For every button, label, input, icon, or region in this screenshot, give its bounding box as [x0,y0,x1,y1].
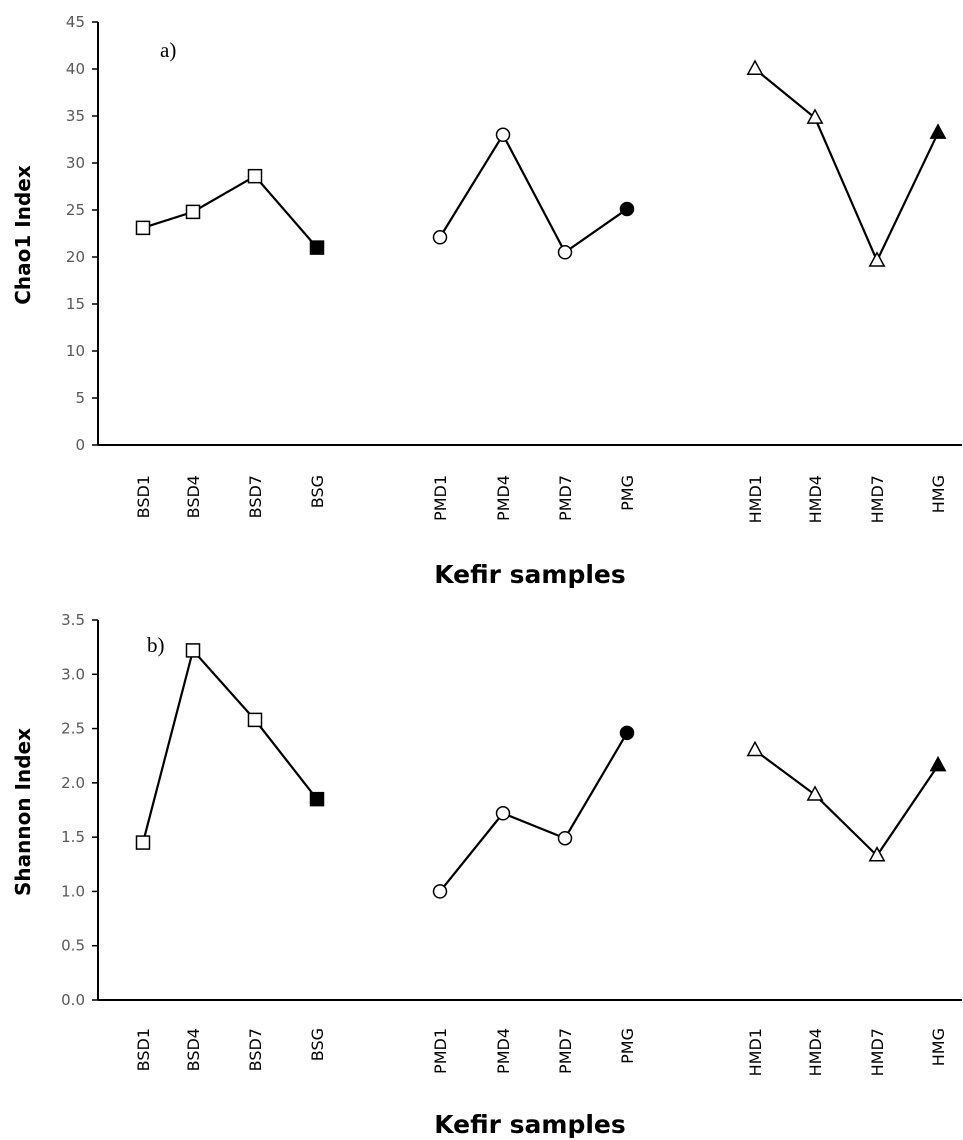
data-point-pmd7 [557,830,573,846]
x-tick-label: BSG [308,1028,327,1061]
x-tick-label: HMD1 [746,1028,765,1076]
y-tick-label: 20 [66,248,85,266]
y-tick-label: 3.5 [61,611,85,629]
x-tick-label: HMD7 [868,1028,887,1076]
y-tick-label: 10 [66,342,85,360]
data-point-bsd1 [135,220,151,236]
x-tick-label: HMG [929,1028,948,1066]
x-tick-label: BSD4 [184,1028,203,1071]
x-tick-label: BSD7 [246,475,265,518]
data-point-bsd7 [247,712,263,728]
data-point-bsd4 [185,643,201,658]
x-tick-label: HMD4 [806,475,825,523]
data-point-bsg [309,240,325,255]
y-tick-label: 3.0 [61,665,85,683]
y-tick-label: 25 [66,201,85,219]
series-line [439,732,628,893]
series-line [754,749,939,858]
x-tick-label: PMD4 [494,1028,513,1074]
x-tick-label: PMD7 [556,1028,575,1074]
series-line [141,648,318,843]
data-point-pmd1 [432,230,448,245]
panel-label-a: a) [160,38,176,62]
data-point-bsd7 [247,168,263,184]
y-tick-label: 0.5 [61,937,85,955]
panel-label-b: b) [147,633,165,657]
y-tick-label: 30 [66,154,85,172]
shannon-panel: b) Shannon Index Kefir samples 0.0 0.5 1.0… [11,611,962,1139]
y-tick-label: 1.5 [61,828,85,846]
data-point-bsd1 [135,835,151,850]
y-tick-label: 2.5 [61,720,85,738]
y-tick-label: 2.0 [61,774,85,792]
x-tick-label: HMD4 [806,1028,825,1076]
data-point-hmd4 [806,108,824,124]
data-point-pmd4 [495,127,511,143]
data-point-hmd7 [868,846,886,862]
y-axis-label-shannon: Shannon Index [11,728,35,896]
data-point-bsg [309,791,325,807]
x-tick-label: PMD4 [494,475,513,521]
y-tick-label: 5 [75,389,85,407]
x-tick-label: PMG [618,475,637,511]
data-point-bsd4 [185,204,201,220]
x-axis-label-b: Kefir samples [434,1110,626,1139]
y-tick-label: 1.0 [61,882,85,900]
data-point-hmg [929,123,947,139]
data-point-hmd7 [868,251,886,267]
data-point-pmg [619,201,635,217]
y-tick-label: 45 [66,13,85,31]
data-point-pmg [619,725,635,741]
x-tick-label: BSG [308,475,327,508]
data-point-pmd7 [557,245,573,260]
data-point-hmd4 [806,785,824,801]
y-tick-label: 15 [66,295,85,313]
chao1-panel: a) Chao1 Index Kefir samples 0 5 10 15 20 25 3… [11,13,962,589]
x-tick-label: HMG [929,475,948,513]
y-tick-label: 0.0 [61,991,85,1009]
x-tick-label: PMG [618,1028,637,1064]
x-tick-label: HMD7 [868,475,887,523]
x-tick-label: HMD1 [746,475,765,523]
x-tick-label: BSD7 [246,1028,265,1071]
x-tick-label: PMD1 [431,1028,450,1074]
data-point-hmd1 [746,740,764,757]
series-line [439,132,628,254]
x-tick-label: PMD1 [431,475,450,521]
data-point-hmg [929,755,947,772]
x-tick-label: BSD4 [184,475,203,518]
y-tick-label: 0 [75,436,85,454]
data-point-pmd1 [432,884,448,899]
x-tick-label: BSD1 [134,1028,153,1071]
series-line [754,68,939,264]
y-tick-label: 35 [66,107,85,125]
y-axis-label-chao1: Chao1 Index [11,165,35,305]
data-point-pmd4 [495,806,511,821]
x-tick-label: PMD7 [556,475,575,521]
x-tick-label: BSD1 [134,475,153,518]
y-tick-label: 40 [66,60,85,78]
data-point-hmd1 [746,59,764,75]
series-line [142,174,318,249]
x-axis-label-a: Kefir samples [434,560,626,589]
